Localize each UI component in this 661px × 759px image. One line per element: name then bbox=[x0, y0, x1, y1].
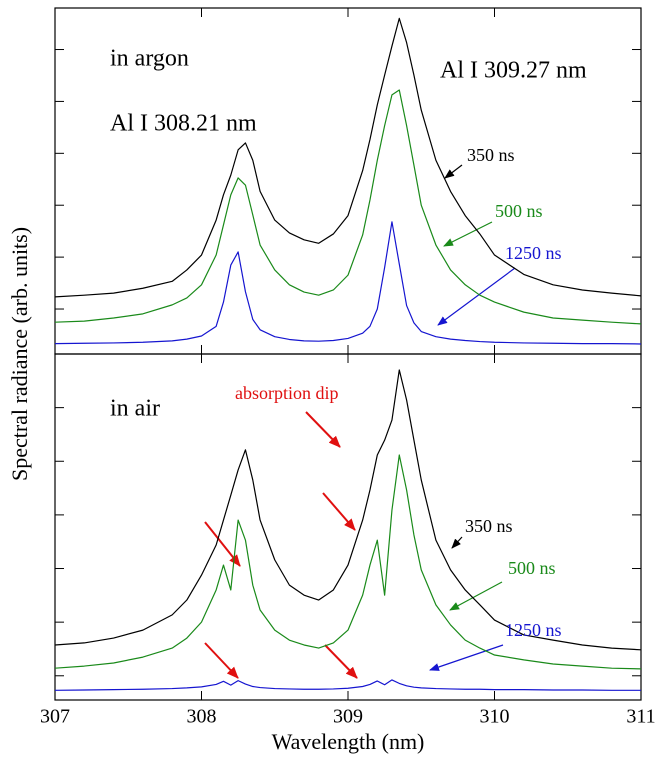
line-series bbox=[54, 221, 642, 345]
x-tick-label: 310 bbox=[480, 706, 510, 728]
arrow bbox=[322, 492, 356, 531]
arrow bbox=[443, 221, 493, 247]
x-tick-label: 311 bbox=[626, 706, 655, 728]
arrow bbox=[324, 644, 358, 679]
line-series bbox=[54, 679, 641, 691]
series-label: 350 ns bbox=[467, 145, 515, 165]
series-label: 1250 ns bbox=[505, 620, 562, 640]
annotation: Al I 308.21 nm bbox=[110, 111, 257, 137]
arrows bbox=[429, 164, 516, 671]
line-series bbox=[54, 454, 642, 670]
x-tick-label: 307 bbox=[40, 706, 70, 728]
annotation: absorption dip bbox=[235, 383, 339, 403]
line-series bbox=[54, 369, 642, 651]
series-label: 350 ns bbox=[465, 516, 513, 536]
arrow bbox=[305, 411, 341, 448]
x-axis-label: Wavelength (nm) bbox=[272, 729, 425, 754]
arrow bbox=[204, 521, 241, 567]
annotation: Al I 309.27 nm bbox=[440, 58, 587, 84]
line-series bbox=[54, 17, 642, 298]
red-arrows bbox=[204, 411, 358, 679]
series-label: 1250 ns bbox=[505, 243, 562, 263]
x-tick-label: 309 bbox=[333, 706, 363, 728]
series-label: 500 ns bbox=[508, 558, 556, 578]
arrow bbox=[451, 536, 463, 549]
y-axis-label: Spectral radiance (arb. units) bbox=[7, 227, 32, 481]
x-tick-label: 308 bbox=[187, 706, 217, 728]
arrow bbox=[437, 267, 516, 326]
annotation: in air bbox=[110, 396, 160, 422]
arrow bbox=[204, 642, 239, 679]
line-series bbox=[54, 89, 642, 325]
arrow bbox=[449, 581, 503, 611]
arrow bbox=[429, 644, 504, 671]
arrow bbox=[444, 164, 463, 179]
annotation: in argon bbox=[110, 46, 189, 72]
series-label: 500 ns bbox=[495, 201, 543, 221]
